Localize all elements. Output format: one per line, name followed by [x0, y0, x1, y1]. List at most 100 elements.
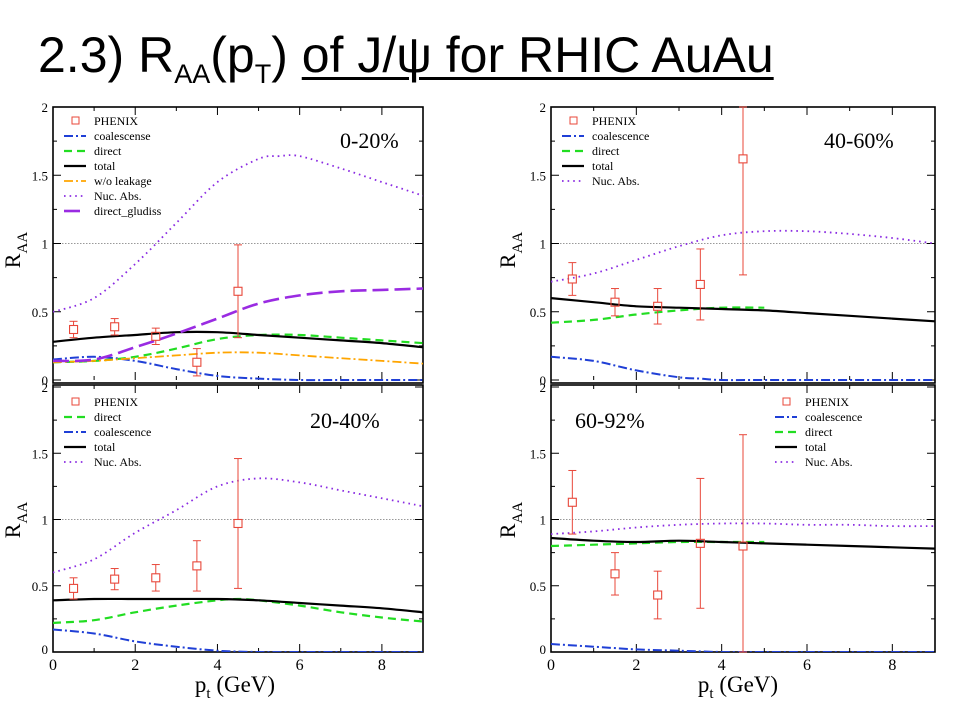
legend-label: total	[592, 159, 614, 173]
phenix-point	[151, 327, 161, 346]
title-pt-subscript: T	[254, 59, 272, 89]
phenix-marker	[110, 322, 120, 332]
x-tick-label: 2	[131, 657, 139, 674]
legend-label: PHENIX	[94, 114, 138, 128]
y-tick-label: 0	[540, 373, 547, 388]
phenix-marker	[738, 541, 748, 551]
y-tick-label: 0	[42, 373, 49, 388]
phenix-marker	[69, 324, 79, 335]
legend-marker-phenix	[569, 116, 578, 125]
tick-marks	[550, 106, 936, 381]
y-tick-label: 0	[42, 642, 49, 657]
legend-label: coalescence	[805, 410, 862, 424]
y-tick-label: 1.5	[32, 446, 48, 461]
phenix-marker	[233, 518, 243, 529]
title-number: 2.3)	[38, 27, 125, 83]
y-tick-label: 0.5	[32, 305, 48, 320]
phenix-point	[567, 262, 577, 296]
y-tick-label: 0.5	[530, 579, 546, 594]
y-axis-label: RAA	[495, 232, 526, 269]
curves	[551, 522, 935, 652]
series-line-coalescence	[551, 643, 935, 652]
x-axis-label: pt (GeV)	[698, 672, 778, 702]
legend-label: w/o leakage	[94, 174, 152, 188]
legend-marker-phenix	[71, 116, 80, 125]
y-axis-label: RAA	[0, 232, 31, 269]
y-tick-label: 1.5	[530, 168, 546, 183]
series-line-coalescence	[53, 355, 423, 382]
phenix-marker	[610, 569, 620, 579]
legend-label: direct	[94, 410, 122, 424]
legend-label: Nuc. Abs.	[94, 189, 142, 203]
title-underlined-text: of J/ψ for RHIC AuAu	[301, 27, 774, 83]
series-line-coalescence	[53, 628, 423, 652]
legend-label: total	[94, 159, 116, 173]
chart-panel-0-20%: 00.511.52RAA0-20%PHENIXcoalescensedirect…	[0, 100, 424, 388]
legend-label: PHENIX	[805, 395, 849, 409]
series-line-coalescence	[551, 355, 935, 382]
phenix-point	[567, 469, 577, 535]
y-tick-label: 2	[42, 380, 49, 395]
legend-label: PHENIX	[94, 395, 138, 409]
legend-label: PHENIX	[592, 114, 636, 128]
centrality-label: 60-92%	[575, 408, 645, 433]
title-raa: R	[138, 27, 175, 83]
legend-label: Nuc. Abs.	[94, 455, 142, 469]
legend-label: coalescense	[94, 129, 151, 143]
phenix-marker	[738, 154, 748, 164]
title-raa-subscript: AA	[174, 59, 211, 89]
series-line-wo_leakage	[53, 351, 423, 365]
phenix-point	[151, 564, 161, 592]
chart-panel-40-60%: 0 0.5 1 1.5 2 RAA 40-60% PHENIXcoalescencedirec…	[495, 100, 936, 388]
legend-label: direct	[805, 425, 833, 439]
y-tick-label: 0.5	[32, 579, 48, 594]
series-line-direct_gludiss	[53, 287, 423, 363]
chart-panel-60-92%: 0 0.5 1 1.5 2 0 2 4 6 8 pt (GeV) RAA 60-92% PHENIXcoa…	[495, 380, 936, 702]
tick-marks	[550, 385, 936, 653]
phenix-marker	[610, 297, 620, 307]
phenix-point	[653, 288, 663, 325]
series-line-nuc_abs	[551, 522, 935, 535]
phenix-marker	[567, 274, 577, 284]
centrality-label: 40-60%	[824, 128, 894, 153]
phenix-point	[233, 458, 243, 589]
phenix-marker	[567, 497, 577, 507]
centrality-label: 20-40%	[310, 408, 380, 433]
y-tick-label: 1	[42, 237, 49, 252]
phenix-point	[192, 540, 202, 592]
phenix-marker	[653, 301, 663, 311]
series-line-total	[53, 597, 423, 614]
y-axis-label: RAA	[0, 502, 31, 539]
phenix-point	[695, 477, 705, 609]
phenix-point	[610, 288, 620, 317]
series-line-total	[551, 297, 935, 323]
legend-marker-phenix	[71, 397, 80, 406]
phenix-point	[610, 552, 620, 596]
legend-label: coalescence	[94, 425, 151, 439]
phenix-marker	[695, 538, 705, 548]
phenix-point	[695, 248, 705, 321]
phenix-point	[110, 568, 120, 591]
x-tick-label: 4	[718, 657, 726, 674]
phenix-point	[69, 320, 79, 339]
centrality-label: 0-20%	[340, 128, 399, 153]
y-tick-label: 1	[42, 513, 49, 528]
y-tick-label: 2	[540, 100, 547, 115]
phenix-marker	[653, 590, 663, 600]
legend-label: direct_gludiss	[94, 204, 162, 218]
phenix-point	[69, 577, 79, 600]
x-tick-label: 6	[803, 657, 811, 674]
y-tick-label: 1.5	[32, 168, 48, 183]
legend-label: coalescence	[592, 129, 649, 143]
x-tick-label: 6	[296, 657, 304, 674]
phenix-marker	[695, 279, 705, 290]
legend-label: Nuc. Abs.	[592, 174, 640, 188]
phenix-marker	[151, 331, 161, 341]
plot-frame	[52, 106, 424, 384]
phenix-marker	[151, 573, 161, 583]
series-line-total	[551, 536, 935, 550]
phenix-marker	[233, 286, 243, 296]
chart-panel-20-40%: 0 0.5 1 1.5 2 0 2 4 6 8 pt (GeV) RAA 20-40% PHENIXdir…	[0, 380, 424, 702]
